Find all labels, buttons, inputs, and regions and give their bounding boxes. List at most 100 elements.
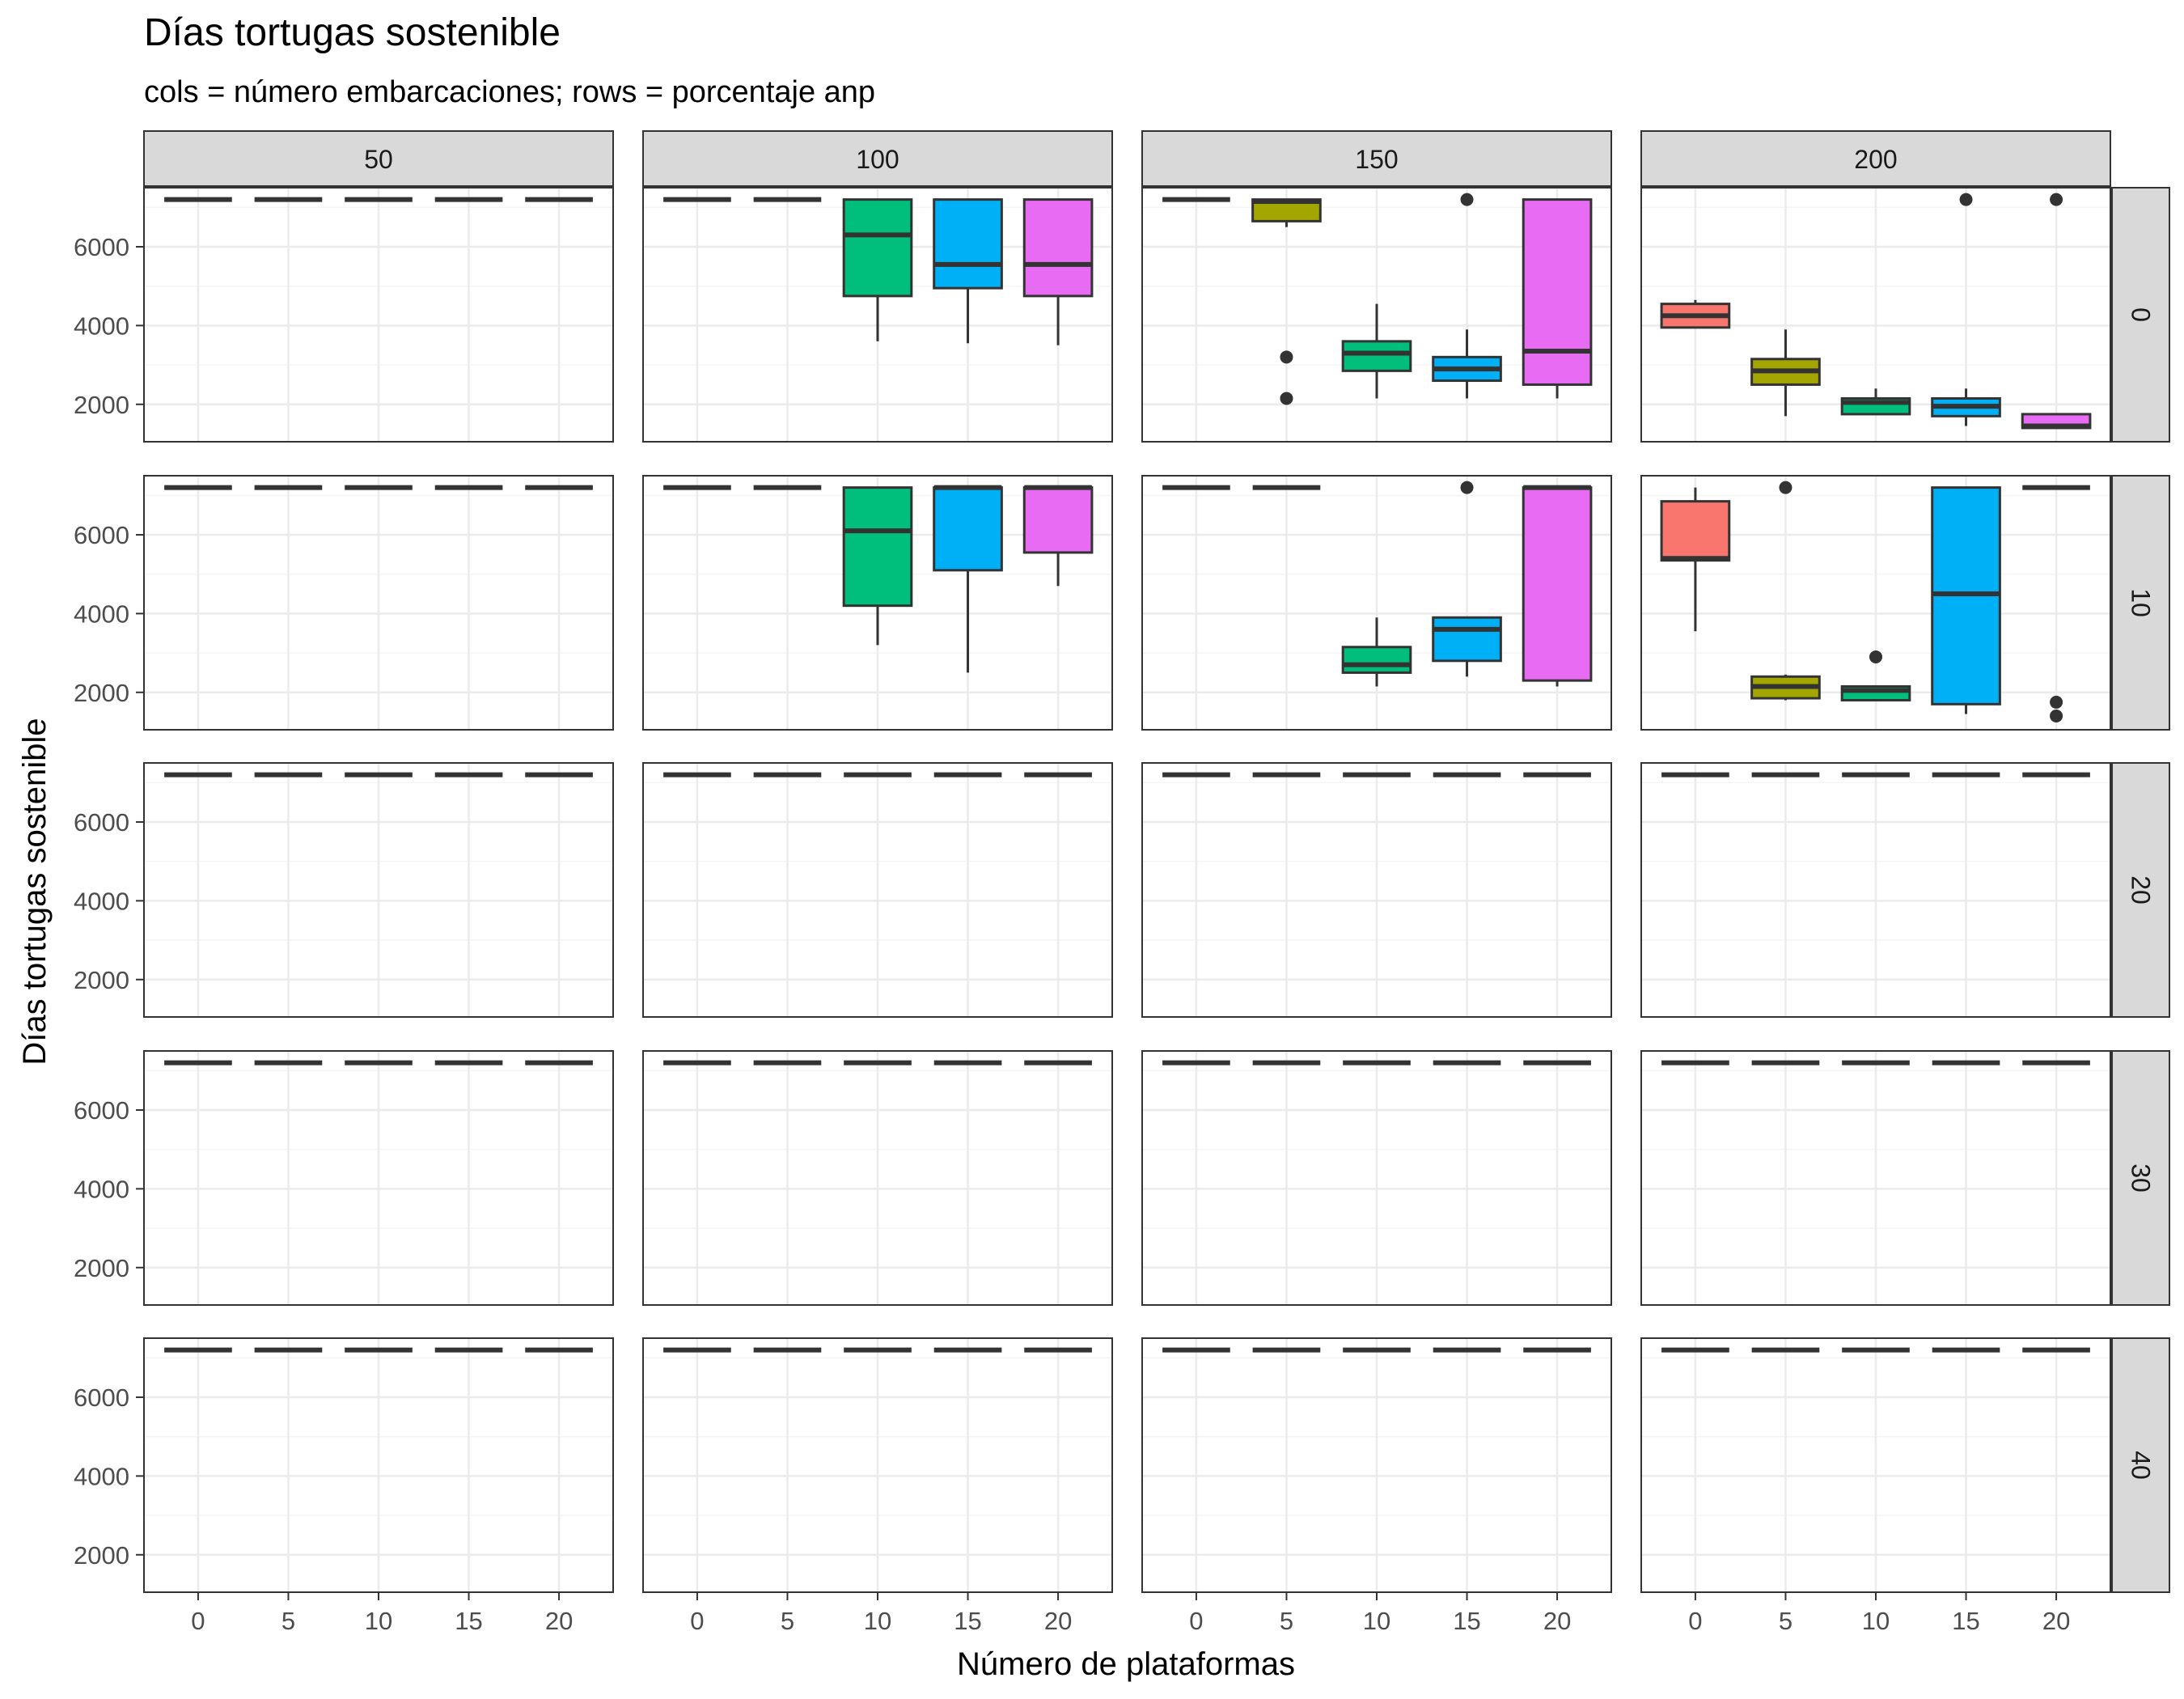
box-outlier <box>2050 695 2063 709</box>
facet-strip-label: 50 <box>364 145 393 174</box>
panel-200-20 <box>1641 763 2110 1017</box>
box-outlier <box>2050 709 2063 722</box>
panel-150-40 <box>1142 1338 1611 1592</box>
panel-150-30 <box>1142 1051 1611 1305</box>
facet-strip-row-0 <box>2111 187 2170 443</box>
panel-border <box>1141 762 1612 1018</box>
y-tick-label: 4000 <box>74 311 129 340</box>
box-body <box>1522 486 1593 682</box>
chart-title: Días tortugas sostenible <box>144 11 561 54</box>
y-tick-label: 6000 <box>74 1096 129 1125</box>
box-body <box>1341 646 1412 674</box>
x-tick-label: 20 <box>545 1607 573 1635</box>
y-tick-label: 4000 <box>74 1175 129 1203</box>
box-outlier <box>1460 193 1474 206</box>
box-body <box>1022 198 1094 298</box>
box-body <box>842 198 913 298</box>
x-tick-label: 10 <box>365 1607 392 1635</box>
y-tick-label: 2000 <box>74 1541 129 1570</box>
y-tick-label: 4000 <box>74 1462 129 1490</box>
box-outlier <box>1460 481 1474 494</box>
panel-50-30 <box>144 1051 613 1305</box>
x-tick-label: 20 <box>1044 1607 1072 1635</box>
x-axis-label: Número de plataformas <box>957 1646 1295 1682</box>
box-body <box>933 198 1003 290</box>
x-tick-label: 15 <box>455 1607 482 1635</box>
x-tick-label: 20 <box>2042 1607 2070 1635</box>
y-tick-label: 4000 <box>74 887 129 915</box>
facet-strip-label: 0 <box>2127 307 2156 322</box>
box-body <box>1660 500 1731 562</box>
panel-50-40 <box>144 1338 613 1592</box>
panel-border <box>1141 475 1612 731</box>
x-tick-label: 15 <box>954 1607 981 1635</box>
y-tick-label: 6000 <box>74 808 129 837</box>
y-tick-label: 4000 <box>74 600 129 628</box>
box-body <box>1522 198 1593 386</box>
box-body <box>1341 340 1412 372</box>
facet-strip-col-200 <box>1640 130 2111 187</box>
x-tick-label: 10 <box>1363 1607 1390 1635</box>
x-tick-label: 0 <box>1688 1607 1702 1635</box>
box-outlier <box>1959 193 1973 206</box>
box-outlier <box>1869 650 1882 663</box>
facet-strip-label: 200 <box>1854 145 1897 174</box>
facet-strip-row-20 <box>2111 762 2170 1018</box>
box-outlier <box>1280 392 1293 405</box>
panel-50-20 <box>144 763 613 1017</box>
facet-strip-label: 10 <box>2127 588 2156 617</box>
box-outlier <box>2050 193 2063 206</box>
x-tick-label: 0 <box>690 1607 704 1635</box>
panel-border <box>1640 187 2111 443</box>
y-tick-label: 2000 <box>74 391 129 419</box>
x-tick-label: 10 <box>1862 1607 1890 1635</box>
y-tick-label: 2000 <box>74 679 129 707</box>
panel-50-0 <box>144 188 613 442</box>
x-tick-label: 15 <box>1952 1607 1979 1635</box>
panel-border <box>143 187 614 443</box>
x-tick-label: 20 <box>1543 1607 1571 1635</box>
x-tick-label: 5 <box>1779 1607 1792 1635</box>
box-outlier <box>1280 350 1293 364</box>
y-tick-label: 6000 <box>74 1383 129 1412</box>
panel-50-10 <box>144 476 613 730</box>
x-tick-label: 5 <box>781 1607 794 1635</box>
panel-border <box>642 762 1113 1018</box>
x-tick-label: 0 <box>191 1607 205 1635</box>
x-tick-label: 5 <box>281 1607 295 1635</box>
y-tick-label: 6000 <box>74 521 129 549</box>
panel-100-30 <box>643 1051 1112 1305</box>
x-tick-label: 10 <box>864 1607 891 1635</box>
x-tick-label: 0 <box>1189 1607 1203 1635</box>
facet-strip-label: 40 <box>2127 1451 2156 1480</box>
x-tick-label: 5 <box>1280 1607 1293 1635</box>
panel-border <box>642 1050 1113 1306</box>
x-tick-label: 15 <box>1453 1607 1480 1635</box>
panel-border <box>143 762 614 1018</box>
panel-border <box>1640 475 2111 731</box>
box-body <box>842 486 913 608</box>
panel-border <box>642 187 1113 443</box>
panel-border <box>642 475 1113 731</box>
facet-strip-row-10 <box>2111 475 2170 731</box>
facet-strip-label: 100 <box>856 145 899 174</box>
y-tick-label: 6000 <box>74 233 129 261</box>
y-axis-label: Días tortugas sostenible <box>17 718 53 1065</box>
y-tick-label: 2000 <box>74 1254 129 1282</box>
facet-strip-label: 30 <box>2127 1163 2156 1193</box>
box-body <box>1022 486 1094 554</box>
facet-strip-label: 150 <box>1355 145 1398 174</box>
facet-strip-row-40 <box>2111 1337 2170 1593</box>
panel-border <box>143 475 614 731</box>
box-body <box>933 486 1003 572</box>
panel-100-40 <box>643 1338 1112 1592</box>
facet-strip-col-100 <box>642 130 1113 187</box>
panel-border <box>1141 1050 1612 1306</box>
box-outlier <box>1779 481 1792 494</box>
panel-200-40 <box>1641 1338 2110 1592</box>
y-tick-label: 2000 <box>74 966 129 994</box>
facet-strip-label: 20 <box>2127 875 2156 905</box>
chart-subtitle: cols = número embarcaciones; rows = porc… <box>144 75 875 109</box>
